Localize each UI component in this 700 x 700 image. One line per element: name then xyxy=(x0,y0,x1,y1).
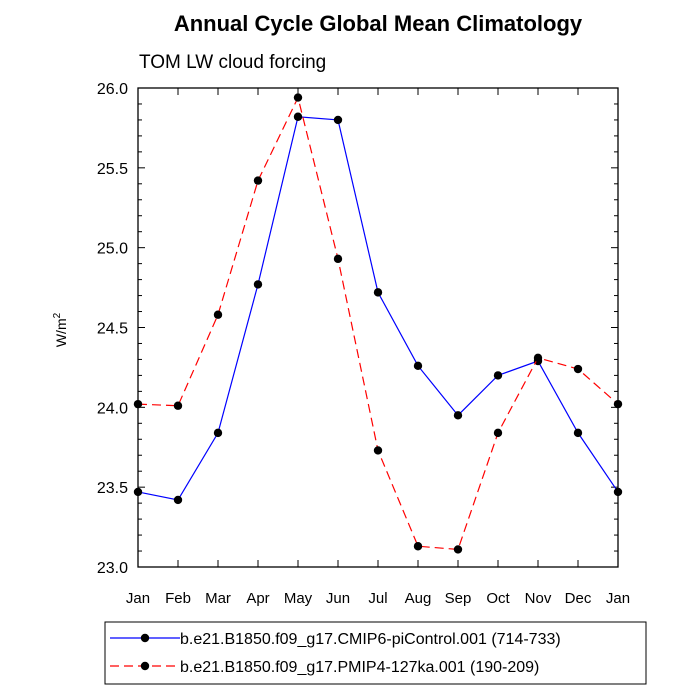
data-point xyxy=(493,428,503,438)
x-tick-label: Nov xyxy=(525,590,552,607)
data-point xyxy=(173,495,183,505)
legend-box xyxy=(104,621,647,685)
x-tick-label: Aug xyxy=(405,590,432,607)
data-point xyxy=(333,254,343,264)
data-point xyxy=(413,542,423,551)
y-tick-label: 25.5 xyxy=(97,161,128,178)
data-point xyxy=(373,288,383,297)
x-tick-label: Jun xyxy=(326,590,350,607)
x-tick-label: Jul xyxy=(368,590,387,607)
x-tick-label: Mar xyxy=(205,590,231,607)
x-tick-label: Jan xyxy=(126,590,150,607)
data-point xyxy=(413,361,423,371)
legend-marker xyxy=(140,661,150,671)
x-tick-label: Sep xyxy=(445,590,472,607)
chart-subtitle: TOM LW cloud forcing xyxy=(139,52,326,73)
y-tick-label: 23.0 xyxy=(97,560,128,577)
data-point xyxy=(573,428,583,438)
x-tick-label: Apr xyxy=(246,590,269,607)
data-point xyxy=(573,364,583,374)
data-point xyxy=(373,446,383,455)
x-tick-label: Feb xyxy=(165,590,191,607)
legend-marker xyxy=(140,633,150,643)
x-tick-label: May xyxy=(284,590,313,607)
data-point xyxy=(293,112,303,121)
x-tick-label: Oct xyxy=(486,590,510,607)
data-point xyxy=(533,353,543,363)
plot-area: 23.0 23.5 24.0 24.5 25.0 25.5 26.0 Jan Feb Mar Apr… xyxy=(97,81,630,607)
data-point xyxy=(253,280,263,289)
y-tick-label: 24.0 xyxy=(97,400,128,417)
data-point xyxy=(333,115,343,125)
data-point xyxy=(133,487,143,497)
series-line-0 xyxy=(137,116,619,501)
data-point xyxy=(213,310,223,319)
legend-label: b.e21.B1850.f09_g17.PMIP4-127ka.001 (190… xyxy=(180,659,539,676)
data-point xyxy=(133,399,143,409)
x-tick-label: Dec xyxy=(565,590,592,607)
data-point xyxy=(253,176,263,185)
data-point xyxy=(293,93,303,102)
data-point xyxy=(213,428,223,438)
legend-label: b.e21.B1850.f09_g17.CMIP6-piControl.001 … xyxy=(180,631,561,648)
y-axis-title: W/m2 xyxy=(52,312,69,347)
data-point xyxy=(613,399,623,409)
svg-text:W/m2: W/m2 xyxy=(52,312,69,347)
data-point xyxy=(453,545,463,554)
chart-title: Annual Cycle Global Mean Climatology xyxy=(174,11,583,36)
y-axis-label: W/m xyxy=(53,318,69,347)
data-point xyxy=(453,411,463,420)
y-tick-label: 23.5 xyxy=(97,480,128,497)
plot-frame xyxy=(137,87,619,568)
y-tick-label: 24.5 xyxy=(97,321,128,338)
series-line-1 xyxy=(137,95,619,551)
data-point xyxy=(613,487,623,497)
y-axis-label-superscript: 2 xyxy=(52,312,63,318)
x-tick-label: Jan xyxy=(606,590,630,607)
y-tick-label: 26.0 xyxy=(97,81,128,98)
data-point xyxy=(173,401,183,410)
legend: b.e21.B1850.f09_g17.CMIP6-piControl.001 … xyxy=(104,621,647,685)
data-point xyxy=(493,371,503,380)
y-tick-label: 25.0 xyxy=(97,241,128,258)
